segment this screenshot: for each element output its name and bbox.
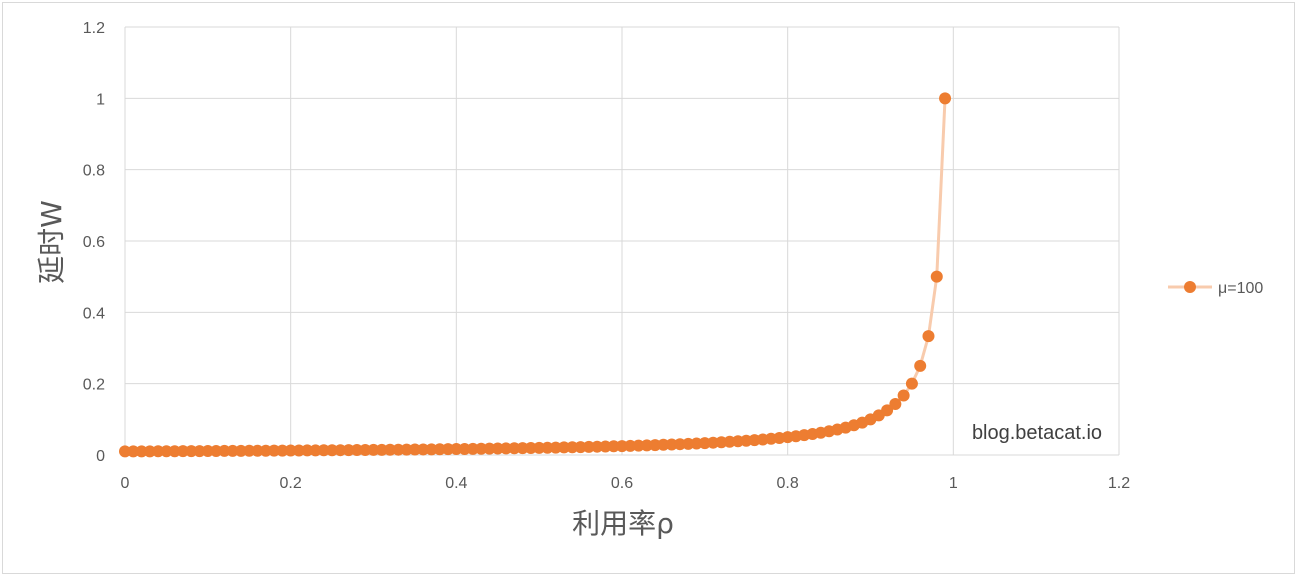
data-point: [939, 92, 952, 105]
data-point: [524, 442, 537, 455]
data-point: [359, 443, 372, 456]
data-point: [127, 445, 140, 458]
data-point: [897, 389, 910, 402]
y-tick-label: 1: [96, 91, 105, 108]
x-tick-label: 0.6: [611, 475, 633, 492]
data-point: [334, 444, 347, 457]
legend-label: μ=100: [1218, 280, 1263, 297]
data-point: [466, 442, 479, 455]
y-tick-label: 1.2: [83, 20, 105, 37]
x-tick-label: 0.4: [445, 475, 467, 492]
data-point: [234, 444, 247, 457]
data-point: [483, 442, 496, 455]
x-tick-label: 1: [949, 475, 958, 492]
data-point: [458, 442, 471, 455]
data-point: [309, 444, 322, 457]
data-point: [185, 445, 198, 458]
x-axis-title: 利用率ρ: [572, 507, 674, 540]
x-tick-label: 0: [121, 475, 130, 492]
data-point: [176, 445, 189, 458]
data-point: [367, 443, 380, 456]
y-tick-label: 0.4: [83, 305, 105, 322]
data-point: [491, 442, 504, 455]
data-point: [533, 441, 546, 454]
data-point: [450, 443, 463, 456]
data-point: [889, 398, 902, 411]
data-point: [930, 270, 943, 283]
watermark-annotation: blog.betacat.io: [972, 422, 1102, 444]
data-point: [152, 445, 165, 458]
data-point: [350, 444, 363, 457]
data-point: [243, 444, 256, 457]
data-point: [268, 444, 281, 457]
data-point: [276, 444, 289, 457]
x-tick-label: 0.2: [280, 475, 302, 492]
data-point: [375, 443, 388, 456]
data-point: [210, 445, 223, 458]
data-point: [326, 444, 339, 457]
grid-lines: [124, 26, 1120, 456]
data-point: [226, 444, 239, 457]
data-point: [541, 441, 554, 454]
data-point: [508, 442, 521, 455]
data-point: [259, 444, 272, 457]
data-points: [119, 92, 952, 458]
data-point: [417, 443, 430, 456]
data-point: [392, 443, 405, 456]
data-point: [384, 443, 397, 456]
data-point: [433, 443, 446, 456]
x-axis-ticks: 0 0.2 0.4 0.6 0.8 1 1.2: [121, 475, 1131, 492]
data-point: [881, 404, 894, 417]
legend-marker-icon: [1184, 281, 1196, 293]
data-point: [500, 442, 513, 455]
data-point: [905, 377, 918, 390]
y-tick-label: 0: [96, 448, 105, 465]
data-point: [135, 445, 148, 458]
data-point: [425, 443, 438, 456]
data-point: [301, 444, 314, 457]
data-point: [475, 442, 488, 455]
data-point: [160, 445, 173, 458]
series-line: [124, 98, 947, 453]
data-point: [442, 443, 455, 456]
data-point: [292, 444, 305, 457]
data-point: [922, 330, 935, 343]
y-tick-label: 0.2: [83, 377, 105, 394]
y-axis-title: 延时W: [35, 200, 68, 284]
data-point: [218, 444, 231, 457]
y-tick-label: 0.6: [83, 234, 105, 251]
data-point: [168, 445, 181, 458]
data-point: [201, 445, 214, 458]
data-point: [284, 444, 297, 457]
data-point: [143, 445, 156, 458]
y-tick-label: 0.8: [83, 163, 105, 180]
data-point: [251, 444, 264, 457]
data-point: [400, 443, 413, 456]
data-point: [193, 445, 206, 458]
x-tick-label: 1.2: [1108, 475, 1130, 492]
data-point: [342, 444, 355, 457]
y-axis-ticks: 0 0.2 0.4 0.6 0.8 1 1.2: [83, 20, 105, 465]
data-point: [408, 443, 421, 456]
data-point: [516, 442, 529, 455]
data-point: [317, 444, 330, 457]
data-point: [914, 359, 927, 372]
data-point: [558, 441, 571, 454]
legend[interactable]: μ=100: [1168, 280, 1263, 297]
data-point: [119, 445, 131, 458]
x-tick-label: 0.8: [777, 475, 799, 492]
